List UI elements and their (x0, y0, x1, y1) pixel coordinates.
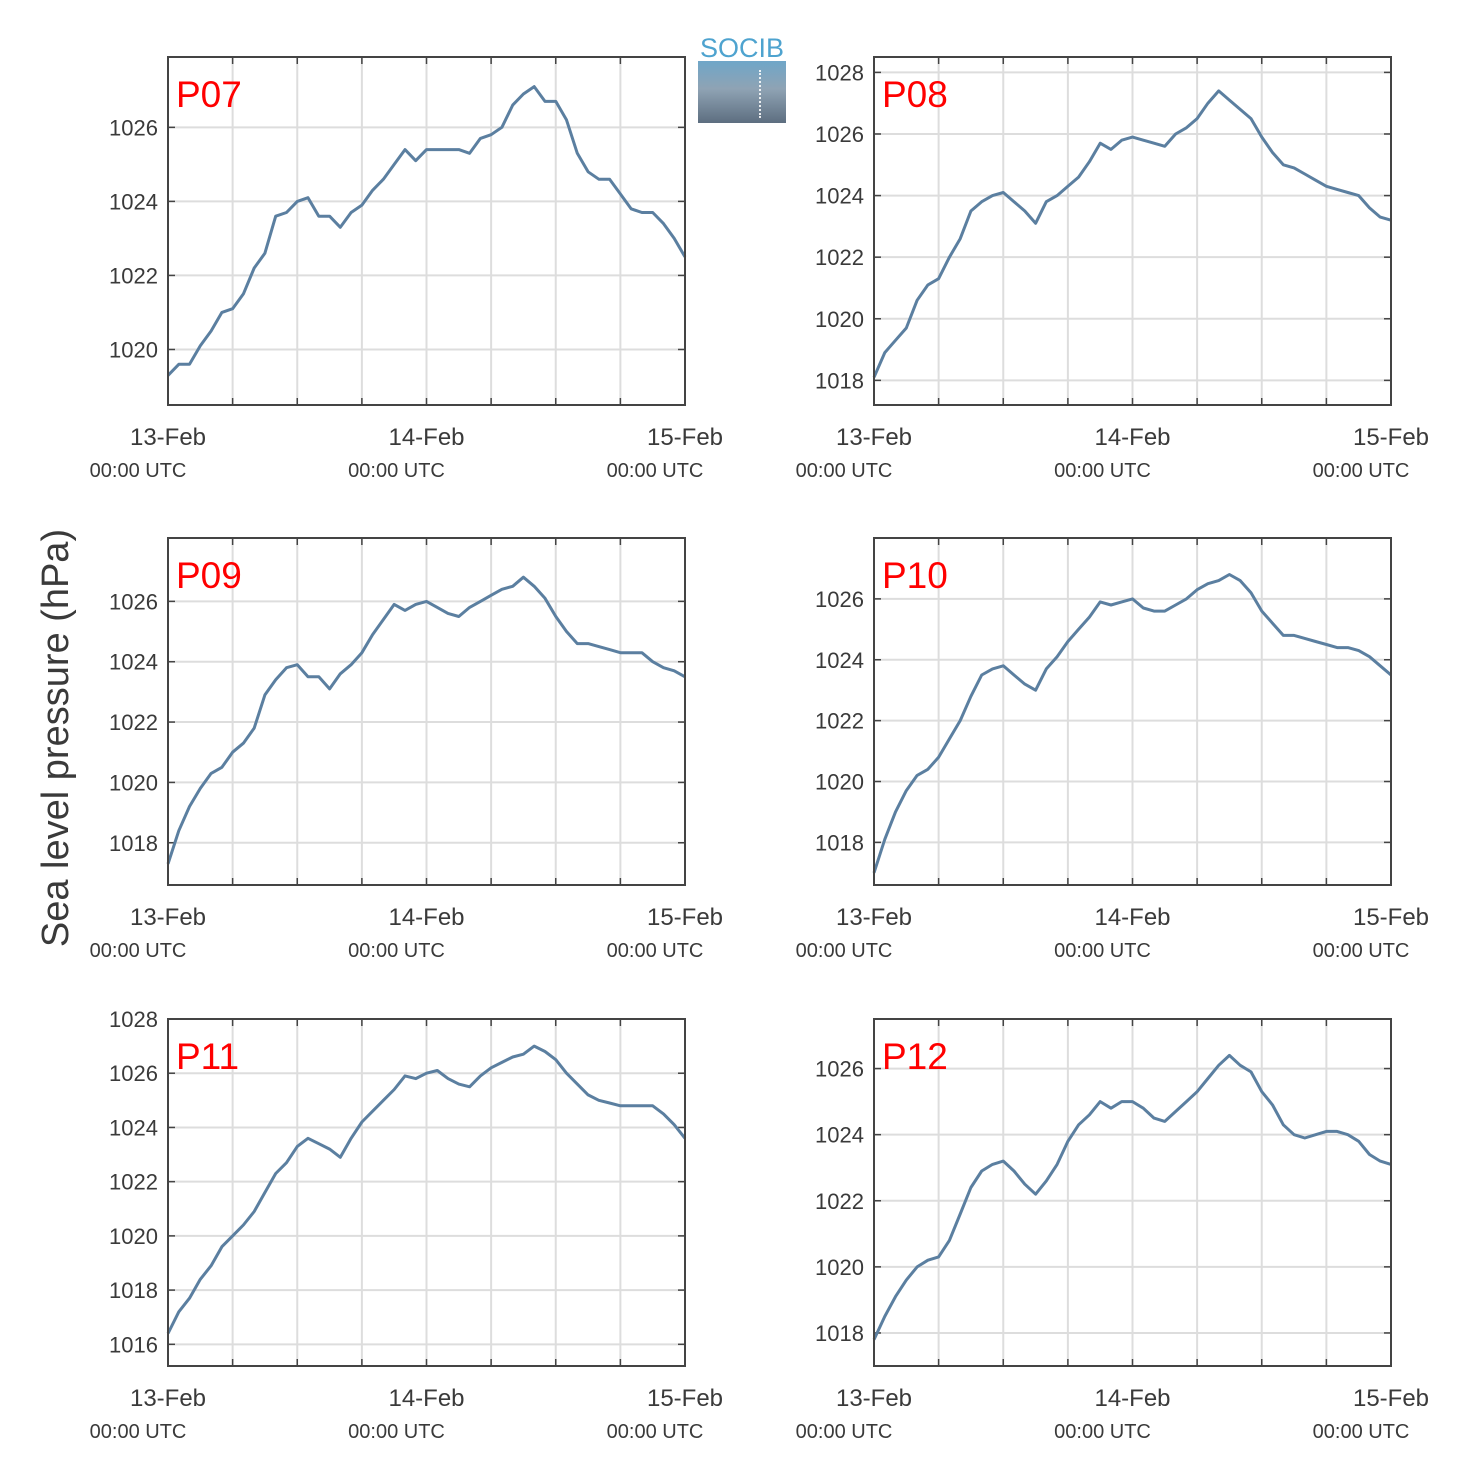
panel-label: P09 (176, 555, 242, 596)
y-tick-label: 1018 (815, 368, 864, 393)
logo-dotted-line (759, 70, 763, 118)
x-tick-label-time: 00:00 UTC (796, 1421, 893, 1443)
x-tick-label-time: 00:00 UTC (1313, 1421, 1410, 1443)
x-tick-label-date: 15-Feb (1353, 424, 1429, 451)
x-tick-label-time: 00:00 UTC (1054, 940, 1151, 962)
plot-frame (167, 56, 686, 406)
y-tick-label: 1024 (815, 1123, 864, 1148)
x-tick-label-time: 00:00 UTC (90, 1421, 187, 1443)
pressure-line (872, 573, 1392, 874)
y-tick-label: 1022 (109, 263, 158, 288)
x-tick-label-time: 00:00 UTC (796, 460, 893, 482)
y-tick-label: 1018 (815, 1321, 864, 1346)
socib-logo: SOCIB (697, 34, 787, 124)
y-tick-label: 1022 (815, 709, 864, 734)
y-tick-label: 1020 (815, 1255, 864, 1280)
pressure-line (166, 1044, 687, 1335)
plot-frame (167, 537, 686, 886)
x-tick-label-date: 13-Feb (836, 904, 912, 931)
logo-text: SOCIB (699, 33, 785, 63)
panel-label: P07 (176, 74, 242, 115)
y-tick-label: 1026 (109, 589, 158, 614)
x-tick-label-date: 15-Feb (647, 904, 723, 931)
x-tick-label-time: 00:00 UTC (348, 1421, 445, 1443)
x-tick-label-date: 14-Feb (1094, 424, 1170, 451)
x-tick-label-date: 13-Feb (130, 904, 206, 931)
y-axis-label: Sea level pressure (hPa) (35, 529, 77, 947)
pressure-line (872, 1053, 1392, 1341)
y-tick-label: 1016 (109, 1332, 158, 1357)
logo-wave-graphic (698, 61, 786, 123)
x-tick-label-date: 15-Feb (1353, 904, 1429, 931)
x-tick-label-time: 00:00 UTC (607, 460, 704, 482)
x-tick-label-date: 13-Feb (130, 424, 206, 451)
x-tick-label-time: 00:00 UTC (348, 940, 445, 962)
x-tick-label-time: 00:00 UTC (1313, 460, 1410, 482)
y-tick-label: 1022 (109, 710, 158, 735)
panel-p10: 1018 1020 1022 1024 1026 P10 13-Feb 00:00 UTC 14… (796, 537, 1429, 962)
y-tick-label: 1024 (815, 184, 864, 209)
y-tick-label: 1020 (109, 337, 158, 362)
y-tick-label: 1026 (109, 1061, 158, 1086)
panel-p12: 1018 1020 1022 1024 1026 P12 13-Feb 00:00 UTC 14… (796, 1018, 1429, 1443)
y-tick-label: 1026 (815, 122, 864, 147)
panel-label: P12 (882, 1036, 948, 1077)
x-tick-label-date: 14-Feb (388, 1385, 464, 1412)
y-tick-label: 1018 (109, 1278, 158, 1303)
pressure-line (166, 575, 686, 865)
y-tick-label: 1026 (815, 1057, 864, 1082)
x-tick-label-date: 14-Feb (388, 424, 464, 451)
plot-frame (873, 1018, 1392, 1367)
y-tick-label: 1022 (815, 1189, 864, 1214)
panel-label: P11 (176, 1036, 239, 1077)
y-tick-label: 1024 (109, 650, 158, 675)
y-tick-label: 1028 (815, 60, 864, 85)
x-tick-label-time: 00:00 UTC (348, 460, 445, 482)
x-tick-label-time: 00:00 UTC (1313, 940, 1410, 962)
panel-p09: 1018 1020 1022 1024 1026 P09 13-Feb 00:00 UTC 14… (90, 537, 723, 962)
panel-label: P10 (882, 555, 948, 596)
x-tick-label-time: 00:00 UTC (1054, 460, 1151, 482)
y-tick-label: 1028 (109, 1007, 158, 1032)
x-tick-label-time: 00:00 UTC (607, 1421, 704, 1443)
panel-label: P08 (882, 74, 948, 115)
y-tick-label: 1020 (109, 1224, 158, 1249)
x-tick-label-date: 13-Feb (836, 1385, 912, 1412)
y-tick-label: 1018 (109, 831, 158, 856)
y-tick-label: 1022 (109, 1170, 158, 1195)
x-tick-label-date: 15-Feb (1353, 1385, 1429, 1412)
y-tick-label: 1024 (815, 648, 864, 673)
x-tick-label-time: 00:00 UTC (607, 940, 704, 962)
y-tick-label: 1024 (109, 1115, 158, 1140)
y-tick-label: 1022 (815, 245, 864, 270)
pressure-line (872, 89, 1392, 378)
panel-p11: 1016 1018 1020 1022 1024 1026 1028 P11 13-Feb 00:… (90, 1007, 723, 1443)
x-tick-label-date: 14-Feb (1094, 904, 1170, 931)
y-tick-label: 1020 (815, 307, 864, 332)
x-tick-label-date: 15-Feb (647, 424, 723, 451)
x-tick-label-date: 13-Feb (130, 1385, 206, 1412)
y-tick-label: 1026 (815, 587, 864, 612)
panel-p07: 1020 1022 1024 1026 P07 13-Feb 00:00 UTC 14-Feb… (90, 56, 723, 482)
panel-p08: 1018 1020 1022 1024 1026 1028 P08 13-Feb 00:00 U… (796, 56, 1429, 482)
x-tick-label-time: 00:00 UTC (796, 940, 893, 962)
x-tick-label-date: 15-Feb (647, 1385, 723, 1412)
x-tick-label-date: 14-Feb (388, 904, 464, 931)
y-tick-label: 1020 (815, 770, 864, 795)
plot-frame (167, 1018, 686, 1367)
y-tick-label: 1024 (109, 189, 158, 214)
pressure-line (166, 85, 687, 377)
y-tick-label: 1026 (109, 115, 158, 140)
x-tick-label-time: 00:00 UTC (1054, 1421, 1151, 1443)
x-tick-label-date: 13-Feb (836, 424, 912, 451)
x-tick-label-date: 14-Feb (1094, 1385, 1170, 1412)
x-tick-label-time: 00:00 UTC (90, 940, 187, 962)
plot-frame (873, 537, 1392, 886)
y-tick-label: 1020 (109, 770, 158, 795)
y-tick-label: 1018 (815, 830, 864, 855)
plot-frame (873, 56, 1392, 406)
x-tick-label-time: 00:00 UTC (90, 460, 187, 482)
